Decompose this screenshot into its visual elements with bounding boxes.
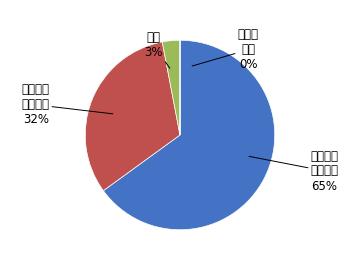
Text: 普通
3%: 普通 3% — [144, 31, 170, 68]
Text: 大変参考
になった
65%: 大変参考 になった 65% — [249, 150, 339, 193]
Text: わから
ない
0%: わから ない 0% — [192, 28, 259, 71]
Wedge shape — [85, 42, 180, 191]
Text: やや参考
になった
32%: やや参考 になった 32% — [21, 83, 113, 126]
Wedge shape — [103, 40, 275, 230]
Wedge shape — [162, 40, 180, 135]
